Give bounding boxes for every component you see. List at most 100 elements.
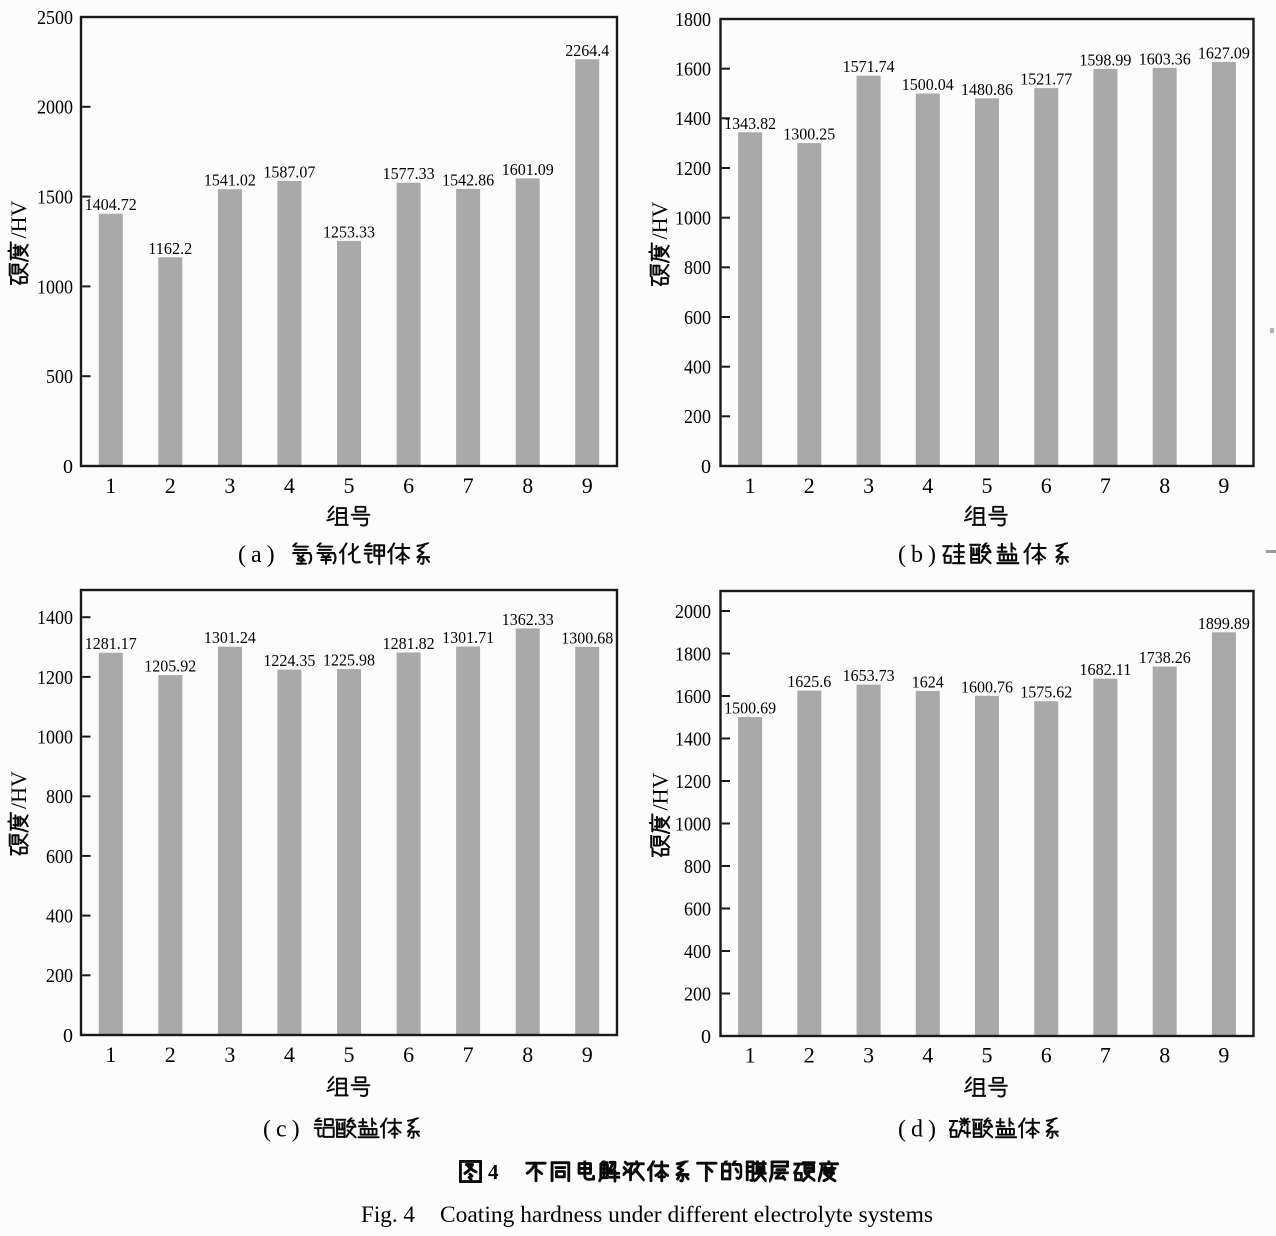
svg-text:1162.2: 1162.2 xyxy=(148,239,192,258)
svg-text:600: 600 xyxy=(46,846,73,868)
svg-text:500: 500 xyxy=(46,366,73,388)
svg-text:800: 800 xyxy=(684,856,711,878)
svg-text:2: 2 xyxy=(165,473,176,498)
svg-text:1800: 1800 xyxy=(675,9,711,31)
svg-text:1500: 1500 xyxy=(37,187,73,209)
svg-text:3: 3 xyxy=(863,473,874,498)
svg-text:1400: 1400 xyxy=(675,108,711,130)
svg-text:3: 3 xyxy=(863,1043,874,1068)
svg-text:/HV: /HV xyxy=(6,771,31,809)
svg-text:1587.07: 1587.07 xyxy=(263,163,315,182)
svg-text:1400: 1400 xyxy=(675,728,711,750)
svg-text:9: 9 xyxy=(1218,1043,1229,1068)
svg-text:8: 8 xyxy=(1159,473,1170,498)
svg-text:1738.26: 1738.26 xyxy=(1139,648,1191,667)
svg-text:1500.04: 1500.04 xyxy=(902,75,954,94)
svg-text:1600: 1600 xyxy=(675,59,711,81)
svg-text:1653.73: 1653.73 xyxy=(843,666,895,685)
svg-text:/HV: /HV xyxy=(647,202,672,240)
svg-text:1500.69: 1500.69 xyxy=(724,699,776,718)
svg-text:1682.11: 1682.11 xyxy=(1079,660,1131,679)
svg-text:(b): (b) xyxy=(898,542,941,568)
svg-text:5: 5 xyxy=(982,473,993,498)
svg-text:/HV: /HV xyxy=(648,773,673,811)
svg-text:6: 6 xyxy=(1041,473,1052,498)
svg-text:1624: 1624 xyxy=(912,672,944,691)
svg-text:2: 2 xyxy=(804,473,815,498)
svg-text:3: 3 xyxy=(224,1042,235,1067)
svg-text:5: 5 xyxy=(344,1042,355,1067)
svg-text:1627.09: 1627.09 xyxy=(1198,43,1250,62)
svg-text:1800: 1800 xyxy=(675,643,711,665)
svg-text:9: 9 xyxy=(582,1042,593,1067)
svg-text:1899.89: 1899.89 xyxy=(1198,614,1250,633)
svg-text:3: 3 xyxy=(224,473,235,498)
svg-text:6: 6 xyxy=(403,473,414,498)
svg-text:1343.82: 1343.82 xyxy=(724,114,776,133)
svg-text:800: 800 xyxy=(46,786,73,808)
svg-text:1225.98: 1225.98 xyxy=(323,651,375,670)
svg-text:1480.86: 1480.86 xyxy=(961,80,1013,99)
svg-text:200: 200 xyxy=(684,983,711,1005)
svg-text:(a): (a) xyxy=(238,542,280,568)
svg-text:1577.33: 1577.33 xyxy=(383,164,435,183)
svg-text:1300.68: 1300.68 xyxy=(561,628,613,647)
svg-text:1598.99: 1598.99 xyxy=(1079,50,1131,69)
svg-text:7: 7 xyxy=(1100,473,1111,498)
svg-text:1362.33: 1362.33 xyxy=(502,610,554,629)
svg-text:4: 4 xyxy=(284,473,295,498)
svg-text:1281.17: 1281.17 xyxy=(85,634,137,653)
svg-text:1541.02: 1541.02 xyxy=(204,171,256,190)
svg-text:1200: 1200 xyxy=(675,158,711,180)
svg-text:400: 400 xyxy=(684,941,711,963)
svg-text:600: 600 xyxy=(684,307,711,329)
svg-text:4: 4 xyxy=(284,1042,295,1067)
svg-text:1224.35: 1224.35 xyxy=(263,651,315,670)
svg-text:1: 1 xyxy=(745,1043,756,1068)
svg-text:400: 400 xyxy=(684,357,711,379)
svg-text:7: 7 xyxy=(1100,1043,1111,1068)
svg-text:0: 0 xyxy=(701,456,711,478)
svg-text:1400: 1400 xyxy=(37,607,73,629)
svg-text:1000: 1000 xyxy=(37,276,73,298)
svg-text:2264.4: 2264.4 xyxy=(565,41,609,60)
svg-text:8: 8 xyxy=(522,1042,533,1067)
svg-text:1200: 1200 xyxy=(37,667,73,689)
svg-text:1571.74: 1571.74 xyxy=(843,57,895,76)
svg-text:1281.82: 1281.82 xyxy=(383,634,435,653)
svg-text:8: 8 xyxy=(522,473,533,498)
svg-text:0: 0 xyxy=(701,1026,711,1048)
svg-text:9: 9 xyxy=(582,473,593,498)
svg-text:0: 0 xyxy=(63,456,73,478)
svg-text:1253.33: 1253.33 xyxy=(323,222,375,241)
svg-text:4: 4 xyxy=(922,1043,933,1068)
svg-text:9: 9 xyxy=(1218,473,1229,498)
svg-text:200: 200 xyxy=(46,965,73,987)
svg-text:1000: 1000 xyxy=(675,208,711,230)
svg-text:2000: 2000 xyxy=(37,97,73,119)
svg-text:2000: 2000 xyxy=(675,601,711,623)
svg-text:4: 4 xyxy=(922,473,933,498)
svg-text:5: 5 xyxy=(344,473,355,498)
svg-text:1603.36: 1603.36 xyxy=(1139,49,1191,68)
svg-text:7: 7 xyxy=(463,473,474,498)
svg-text:800: 800 xyxy=(684,257,711,279)
svg-text:2: 2 xyxy=(804,1043,815,1068)
svg-text:1: 1 xyxy=(745,473,756,498)
svg-text:0: 0 xyxy=(63,1025,73,1047)
svg-text:1000: 1000 xyxy=(37,727,73,749)
svg-text:400: 400 xyxy=(46,906,73,928)
svg-text:2500: 2500 xyxy=(37,7,73,29)
svg-text:Coating hardness under differe: Coating hardness under different electro… xyxy=(440,1202,933,1227)
svg-text:200: 200 xyxy=(684,406,711,428)
svg-text:5: 5 xyxy=(982,1043,993,1068)
svg-text:8: 8 xyxy=(1159,1043,1170,1068)
svg-text:7: 7 xyxy=(463,1042,474,1067)
svg-text:1: 1 xyxy=(105,473,116,498)
svg-text:/HV: /HV xyxy=(6,201,31,239)
svg-text:1575.62: 1575.62 xyxy=(1020,683,1072,702)
svg-text:1301.24: 1301.24 xyxy=(204,628,256,647)
svg-text:1601.09: 1601.09 xyxy=(502,160,554,179)
svg-text:600: 600 xyxy=(684,898,711,920)
svg-text:1301.71: 1301.71 xyxy=(442,628,494,647)
